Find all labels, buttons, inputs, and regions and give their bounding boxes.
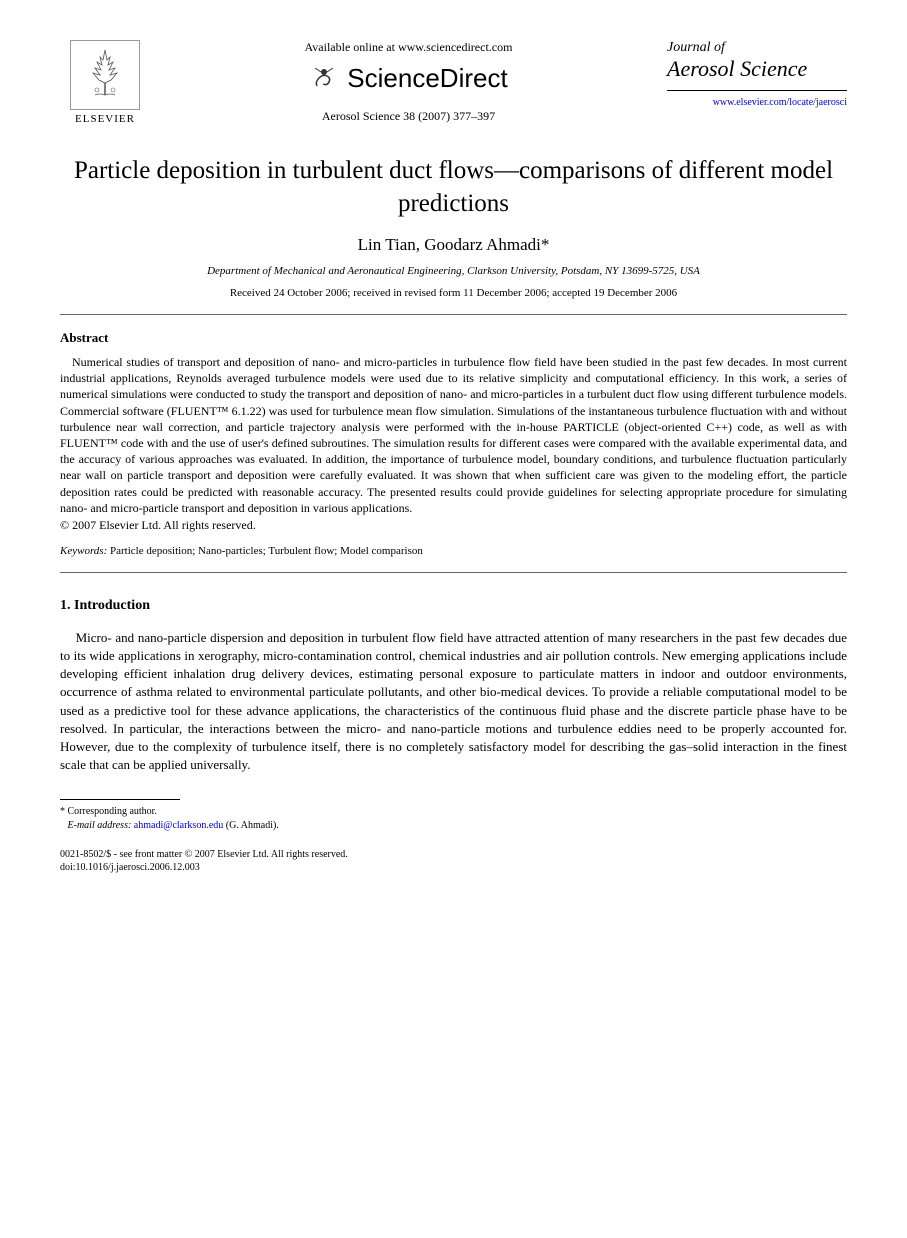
authors: Lin Tian, Goodarz Ahmadi*: [60, 235, 847, 255]
email-line: E-mail address: ahmadi@clarkson.edu (G. …: [60, 819, 847, 833]
keywords-text: Particle deposition; Nano-particles; Tur…: [107, 545, 423, 557]
sciencedirect-icon: [309, 64, 339, 94]
intro-paragraph: Micro- and nano-particle dispersion and …: [60, 629, 847, 775]
article-title: Particle deposition in turbulent duct fl…: [60, 155, 847, 220]
header-center: Available online at www.sciencedirect.co…: [150, 40, 667, 124]
email-address[interactable]: ahmadi@clarkson.edu: [134, 820, 223, 831]
sciencedirect-brand: ScienceDirect: [170, 63, 647, 94]
footnote-divider: [60, 799, 180, 800]
available-online-text: Available online at www.sciencedirect.co…: [170, 40, 647, 55]
article-dates: Received 24 October 2006; received in re…: [60, 287, 847, 299]
footnote-block: * Corresponding author. E-mail address: …: [60, 805, 847, 833]
sciencedirect-text: ScienceDirect: [347, 63, 507, 94]
journal-url[interactable]: www.elsevier.com/locate/jaerosci: [667, 97, 847, 108]
email-label: E-mail address:: [68, 820, 132, 831]
email-suffix: (G. Ahmadi).: [223, 820, 279, 831]
elsevier-tree-icon: [70, 40, 140, 110]
footer-line2: doi:10.1016/j.jaerosci.2006.12.003: [60, 861, 847, 874]
footer-info: 0021-8502/$ - see front matter © 2007 El…: [60, 848, 847, 874]
keywords-label: Keywords:: [60, 545, 107, 557]
abstract-heading: Abstract: [60, 330, 847, 346]
keywords: Keywords: Particle deposition; Nano-part…: [60, 545, 847, 557]
footer-line1: 0021-8502/$ - see front matter © 2007 El…: [60, 848, 847, 861]
header-row: ELSEVIER Available online at www.science…: [60, 40, 847, 125]
divider: [60, 572, 847, 573]
publisher-name: ELSEVIER: [75, 113, 135, 125]
citation-text: Aerosol Science 38 (2007) 377–397: [170, 109, 647, 124]
affiliation: Department of Mechanical and Aeronautica…: [60, 265, 847, 277]
abstract-text: Numerical studies of transport and depos…: [60, 354, 847, 516]
publisher-logo-block: ELSEVIER: [60, 40, 150, 125]
journal-prefix: Journal of: [667, 40, 847, 56]
section-heading: 1. Introduction: [60, 598, 847, 614]
corresponding-author: * Corresponding author.: [60, 805, 847, 819]
divider: [60, 314, 847, 315]
abstract-copyright: © 2007 Elsevier Ltd. All rights reserved…: [60, 518, 847, 533]
journal-name: Aerosol Science: [667, 56, 847, 91]
journal-block: Journal of Aerosol Science www.elsevier.…: [667, 40, 847, 108]
